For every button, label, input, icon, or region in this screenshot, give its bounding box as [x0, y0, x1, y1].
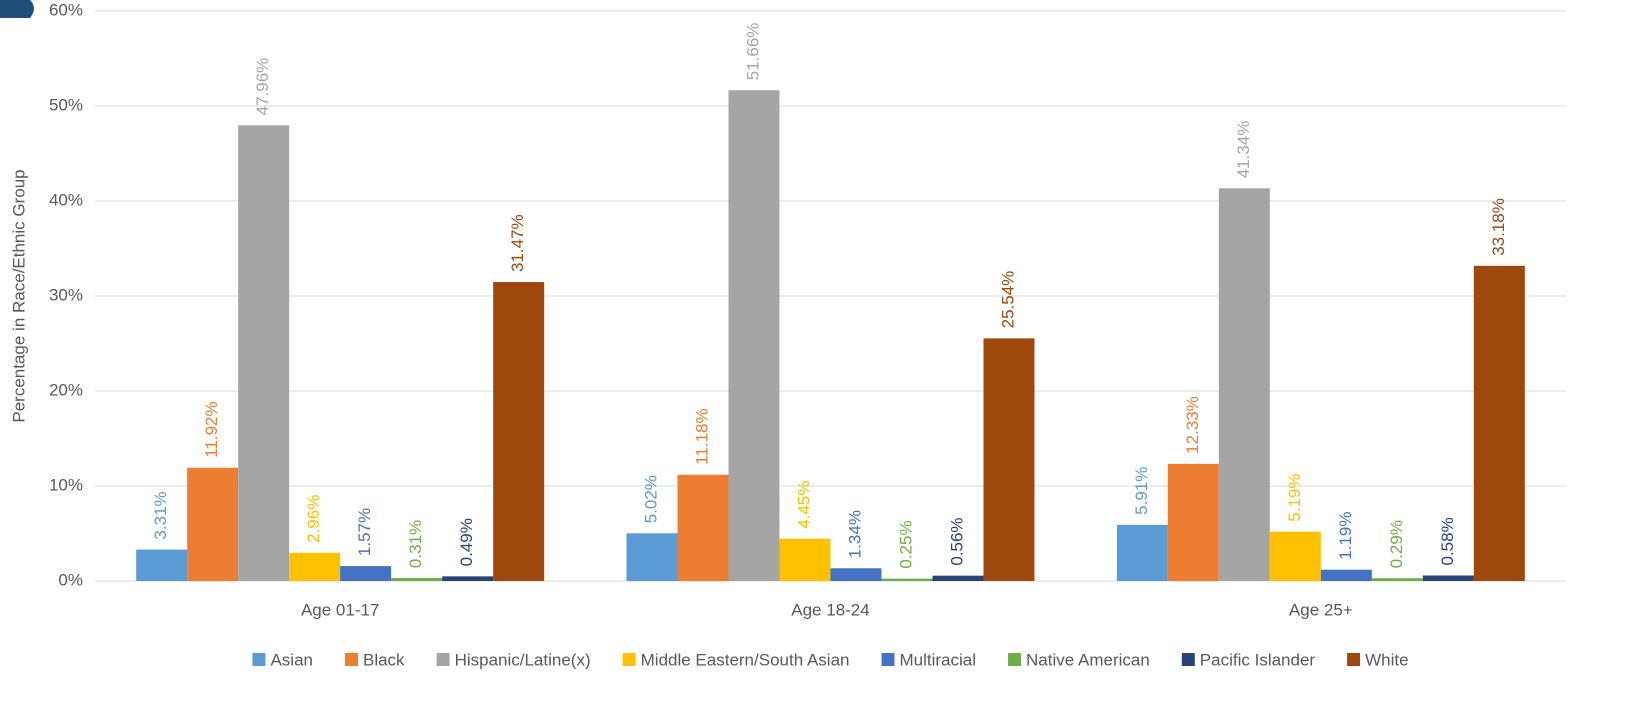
y-tick-label: 30% — [49, 285, 83, 304]
title-fragment — [0, 0, 34, 18]
x-tick-label: Age 25+ — [1289, 600, 1353, 619]
bar — [830, 568, 882, 581]
value-label: 1.19% — [1336, 511, 1355, 559]
bar — [136, 549, 188, 581]
bar — [1269, 531, 1321, 581]
legend-swatch — [622, 653, 636, 666]
bar — [728, 90, 780, 581]
bar — [1371, 578, 1423, 581]
bar — [187, 467, 239, 581]
value-label: 25.54% — [998, 271, 1017, 329]
value-label: 1.34% — [845, 510, 864, 558]
value-label: 4.45% — [794, 481, 813, 529]
value-label: 11.92% — [202, 401, 221, 457]
y-tick-label: 60% — [49, 0, 83, 19]
bar — [391, 578, 443, 581]
legend-label: Asian — [270, 650, 313, 669]
value-label: 0.49% — [457, 518, 476, 566]
y-tick-label: 40% — [49, 190, 83, 209]
value-label: 11.18% — [692, 408, 711, 464]
x-tick-label: Age 01-17 — [301, 600, 379, 619]
legend-label: Native American — [1026, 650, 1150, 669]
bar — [1218, 188, 1270, 581]
value-label: 5.91% — [1132, 467, 1151, 515]
value-label: 47.96% — [253, 58, 272, 116]
bar — [677, 474, 729, 581]
value-label: 0.58% — [1438, 517, 1457, 565]
value-label: 5.02% — [641, 475, 660, 523]
x-tick-label: Age 18-24 — [791, 600, 869, 619]
bar — [626, 533, 678, 581]
bar — [983, 338, 1035, 581]
value-label: 5.19% — [1285, 473, 1304, 521]
bar — [340, 566, 392, 581]
value-label: 12.33% — [1183, 396, 1202, 454]
bar — [779, 538, 831, 581]
bar — [1116, 524, 1168, 581]
value-label: 0.25% — [896, 520, 915, 568]
legend-swatch — [881, 653, 895, 666]
legend-swatch — [1008, 653, 1022, 666]
y-tick-label: 0% — [58, 570, 83, 589]
value-label: 3.31% — [151, 491, 170, 539]
bar — [1320, 569, 1372, 581]
legend-label: Pacific Islander — [1200, 650, 1316, 669]
value-label: 1.57% — [355, 508, 374, 556]
value-label: 31.47% — [508, 214, 527, 272]
value-label: 41.34% — [1234, 121, 1253, 179]
legend-swatch — [1181, 653, 1195, 666]
legend-label: Multiracial — [899, 650, 976, 669]
legend-swatch — [344, 653, 358, 666]
value-label: 0.56% — [947, 517, 966, 565]
legend-swatch — [252, 653, 266, 666]
value-label: 51.66% — [743, 23, 762, 81]
legend-label: Middle Eastern/South Asian — [641, 650, 850, 669]
value-label: 33.18% — [1489, 198, 1508, 256]
value-label: 0.31% — [406, 520, 425, 568]
legend-label: White — [1365, 650, 1408, 669]
bar — [932, 575, 984, 581]
value-label: 0.29% — [1387, 520, 1406, 568]
legend-swatch — [436, 653, 450, 666]
bar — [289, 552, 341, 581]
bar — [881, 578, 933, 581]
bar — [1473, 265, 1525, 581]
bar — [238, 125, 290, 581]
bar — [493, 282, 545, 581]
bar — [1167, 463, 1219, 581]
legend-label: Black — [363, 650, 405, 669]
y-tick-label: 20% — [49, 380, 83, 399]
legend-swatch — [1347, 653, 1361, 666]
bar — [442, 576, 494, 581]
bar — [1422, 575, 1474, 581]
y-tick-label: 10% — [49, 475, 83, 494]
value-label: 2.96% — [304, 495, 323, 543]
y-axis-title: Percentage in Race/Ethnic Group — [9, 169, 28, 422]
y-tick-label: 50% — [49, 95, 83, 114]
legend-label: Hispanic/Latine(x) — [455, 650, 591, 669]
